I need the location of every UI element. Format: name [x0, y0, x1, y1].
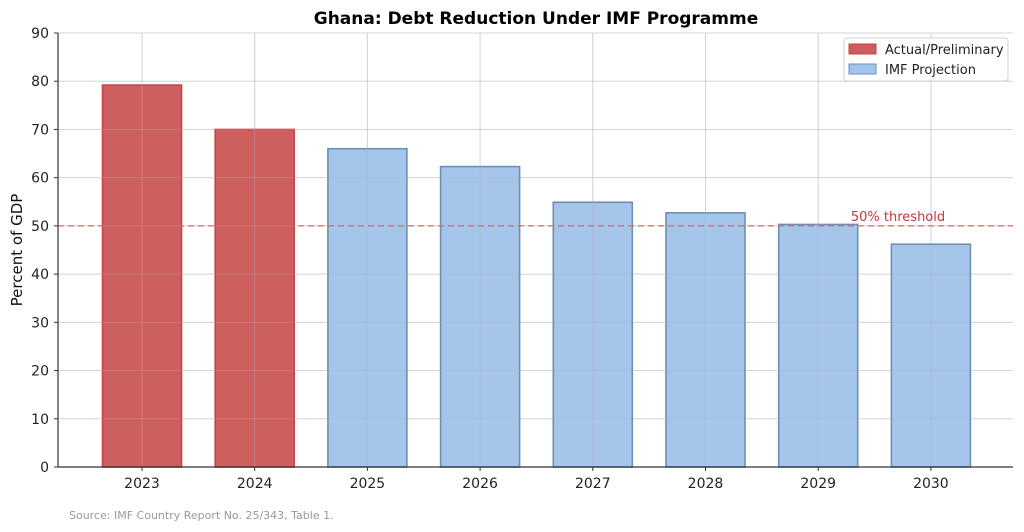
source-note: Source: IMF Country Report No. 25/343, T…	[69, 509, 334, 522]
bars	[58, 32, 1013, 468]
bar-2023	[101, 84, 183, 468]
y-tick-label: 50	[31, 219, 49, 235]
chart-title: Ghana: Debt Reduction Under IMF Programm…	[314, 9, 758, 29]
bar-2024	[214, 128, 295, 468]
bar-2027	[552, 201, 634, 468]
legend-swatch	[848, 63, 877, 75]
x-tick-label: 2027	[575, 476, 611, 492]
bar-2025	[327, 147, 408, 468]
y-tick-label: 40	[31, 267, 49, 283]
threshold-line: 50% threshold	[58, 210, 1013, 227]
y-tick-label: 20	[31, 364, 49, 380]
y-tick-label: 70	[31, 122, 49, 138]
x-tick-label: 2025	[350, 476, 386, 492]
legend-label: IMF Projection	[885, 63, 976, 78]
x-axis-ticks: 2023 2024 2025 2026 2027 2028 2029 2030	[124, 467, 949, 492]
legend-box	[843, 37, 1009, 82]
axes	[57, 33, 1013, 468]
x-tick-label: 2024	[237, 476, 273, 492]
y-tick-label: 60	[31, 171, 49, 187]
bar-2028	[665, 212, 746, 468]
threshold-label: 50% threshold	[851, 210, 945, 225]
y-tick-label: 30	[31, 315, 49, 331]
x-tick-label: 2023	[124, 476, 160, 492]
x-tick-label: 2028	[688, 476, 724, 492]
y-tick-label: 0	[40, 460, 49, 476]
bar-2026	[439, 165, 521, 468]
y-axis-label: Percent of GDP	[8, 194, 26, 307]
y-tick-label: 80	[31, 74, 49, 90]
x-tick-label: 2029	[800, 476, 836, 492]
bar-2030	[890, 243, 972, 468]
legend-swatch	[848, 43, 877, 55]
bar-2029	[777, 223, 859, 468]
x-tick-label: 2026	[462, 476, 498, 492]
legend-label: Actual/Preliminary	[885, 43, 1004, 58]
grid-lines	[58, 32, 1013, 468]
y-tick-label: 90	[31, 26, 49, 42]
x-tick-label: 2030	[913, 476, 949, 492]
y-tick-label: 10	[31, 412, 49, 428]
legend: Actual/Preliminary IMF Projection	[843, 37, 1009, 82]
y-axis-ticks: 0 10 20 30 40 50 60 70 80 90	[31, 26, 58, 476]
